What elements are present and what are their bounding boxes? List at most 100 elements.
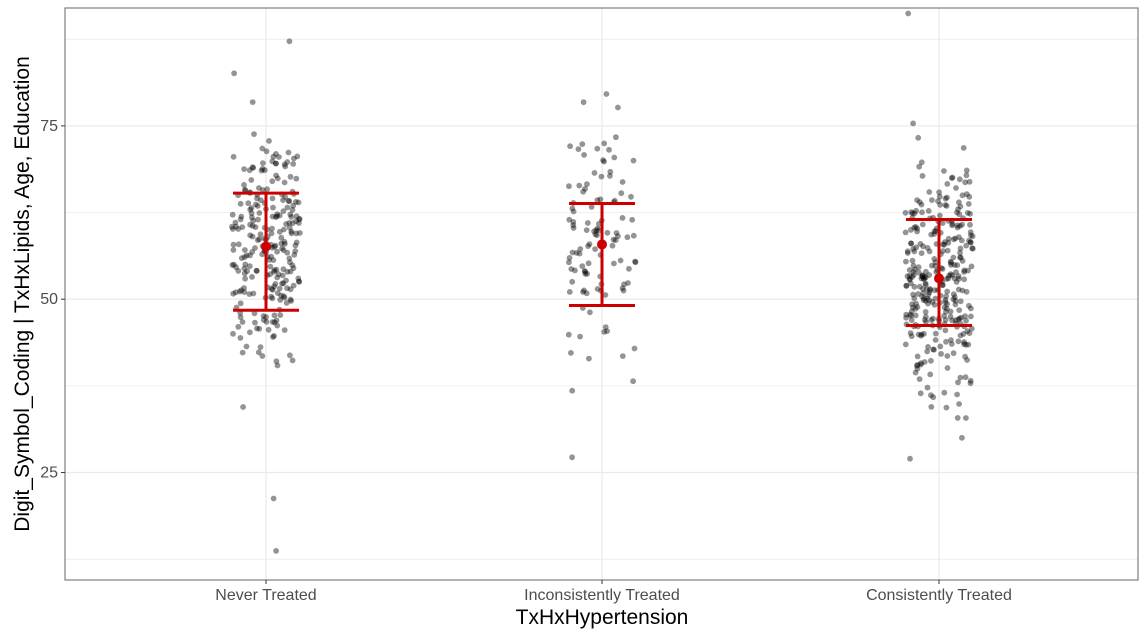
data-point [235, 323, 242, 330]
data-point [912, 312, 919, 319]
data-point [286, 224, 293, 231]
data-point [270, 257, 277, 263]
data-point [956, 176, 963, 183]
data-point [274, 211, 280, 218]
data-point [949, 317, 955, 324]
data-point [267, 271, 274, 278]
data-point [955, 338, 962, 345]
data-point [952, 235, 959, 242]
data-point [263, 318, 270, 325]
data-point [915, 291, 921, 297]
data-point [273, 317, 280, 324]
data-point [912, 266, 918, 273]
data-point [619, 179, 626, 185]
data-point [940, 241, 946, 248]
data-point [249, 274, 255, 280]
data-point [273, 160, 279, 167]
data-point [284, 268, 291, 275]
data-point [232, 219, 239, 226]
data-point [919, 273, 926, 280]
data-point [902, 341, 909, 348]
data-point [274, 290, 281, 296]
data-point [967, 229, 974, 236]
data-point [954, 262, 961, 269]
data-point [241, 289, 248, 295]
data-point [959, 192, 966, 199]
data-point [596, 221, 602, 227]
data-point [932, 295, 939, 302]
data-point [911, 295, 918, 302]
data-point [931, 231, 938, 237]
data-point [281, 241, 288, 247]
data-point [961, 276, 968, 283]
data-point [253, 267, 260, 274]
data-point [271, 243, 278, 250]
data-point [913, 244, 920, 251]
data-point [269, 225, 275, 232]
data-point [591, 170, 598, 176]
data-point [931, 228, 938, 235]
data-point [927, 287, 933, 293]
data-point [236, 288, 243, 295]
data-point [259, 353, 266, 359]
data-point [916, 163, 923, 170]
data-point [279, 280, 285, 287]
data-point [949, 222, 955, 229]
data-point [288, 214, 295, 220]
data-point [910, 246, 917, 252]
data-point [904, 273, 911, 280]
data-point [604, 328, 610, 334]
data-point [293, 218, 299, 225]
data-point [252, 319, 258, 326]
data-point [290, 202, 297, 209]
data-point [930, 315, 936, 322]
data-point [920, 286, 926, 292]
data-point [573, 249, 580, 256]
data-point [269, 319, 276, 325]
data-point [297, 230, 303, 236]
data-point [260, 313, 267, 319]
data-point [952, 317, 959, 324]
data-point [274, 322, 281, 329]
data-point [952, 301, 959, 308]
data-point [951, 262, 958, 268]
data-point [912, 224, 919, 230]
x-tick-label: Never Treated [215, 587, 316, 604]
data-point [955, 316, 962, 323]
data-point [910, 269, 917, 275]
data-point [914, 225, 921, 232]
data-point [956, 315, 963, 322]
data-point [259, 251, 266, 258]
data-point [272, 281, 279, 287]
data-point [942, 327, 949, 334]
data-point [248, 210, 255, 217]
data-point [957, 203, 964, 210]
data-point [903, 282, 910, 289]
data-point [248, 177, 255, 183]
data-point [944, 288, 951, 295]
data-point [586, 355, 592, 362]
data-point [914, 197, 920, 204]
data-point [585, 243, 591, 250]
data-point [581, 152, 587, 158]
data-point [268, 286, 275, 292]
data-point [280, 208, 287, 215]
data-point [908, 280, 914, 287]
data-point [598, 173, 605, 180]
data-point [577, 246, 584, 252]
data-point [290, 161, 297, 167]
data-point [913, 207, 919, 214]
data-point [280, 280, 287, 287]
data-point [269, 286, 276, 293]
data-point [906, 272, 913, 279]
data-point [922, 297, 929, 304]
data-point [966, 330, 973, 336]
data-point [947, 258, 954, 265]
data-point [586, 241, 593, 248]
data-point [293, 230, 300, 237]
data-point [944, 365, 951, 371]
data-point [904, 248, 911, 255]
data-point [242, 261, 249, 268]
data-point [279, 272, 286, 279]
data-point [956, 199, 962, 206]
